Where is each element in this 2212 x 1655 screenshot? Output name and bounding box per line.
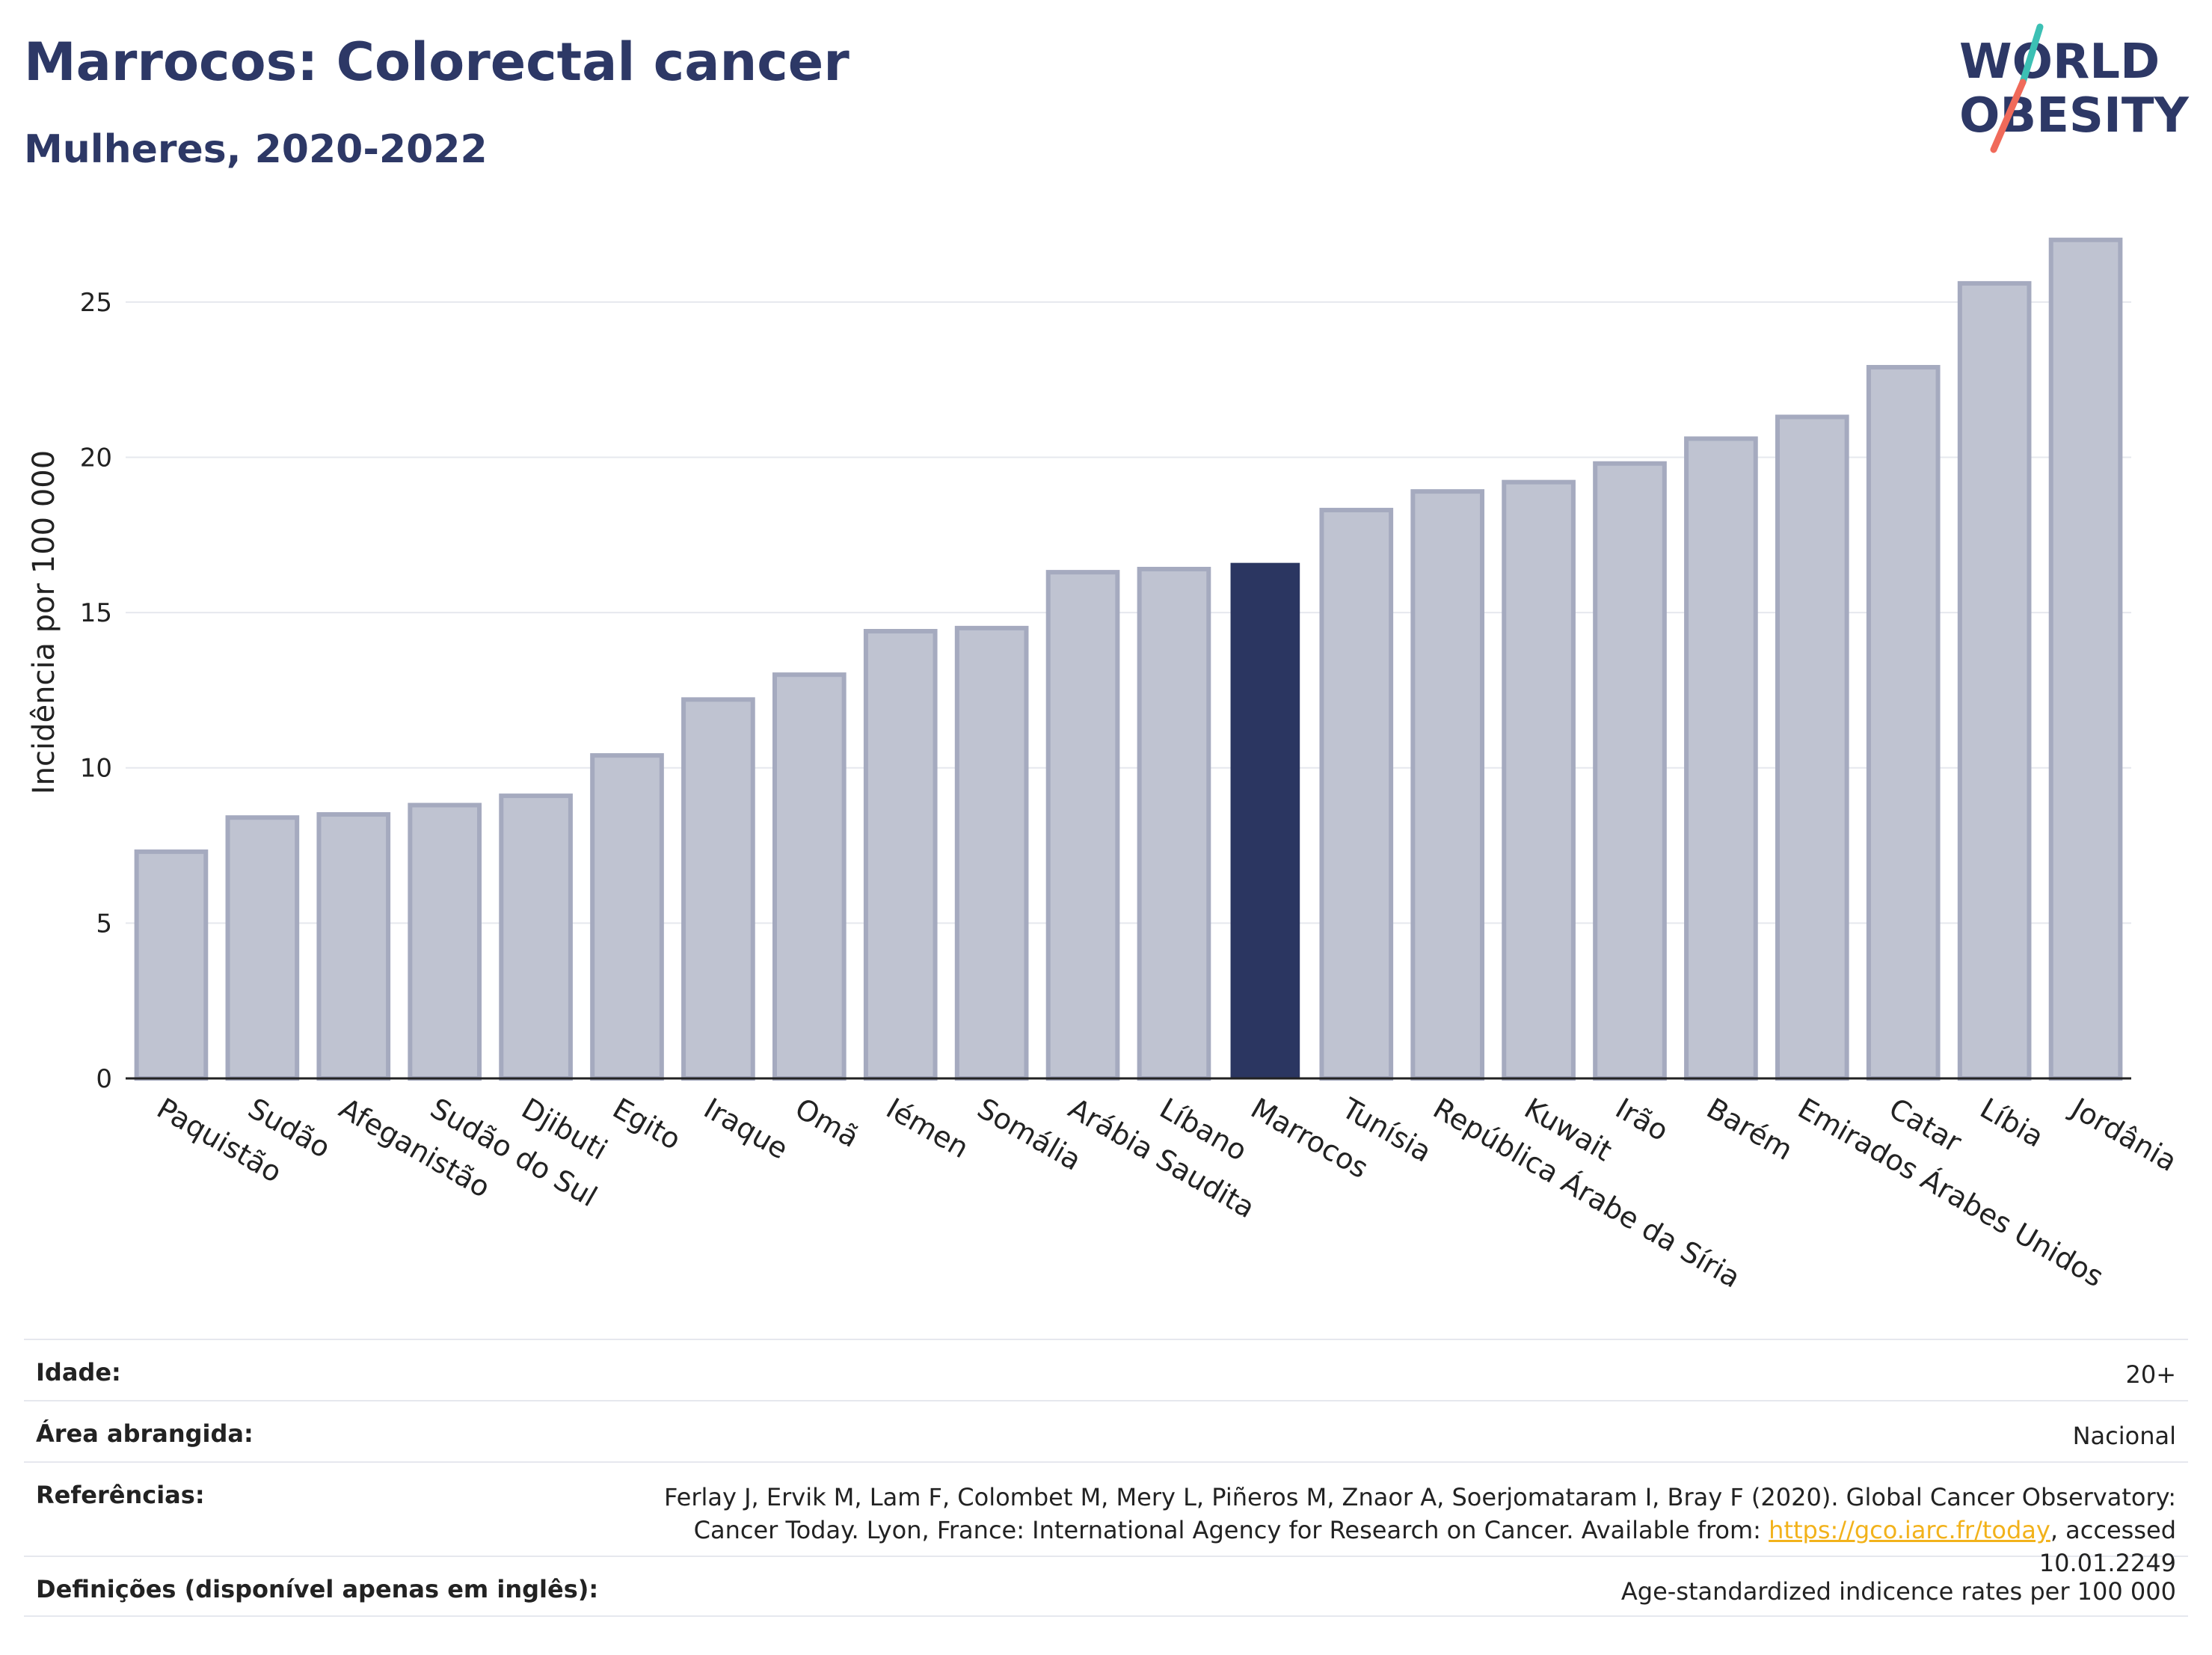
- bar: [1502, 479, 1576, 1081]
- y-tick-label: 25: [80, 288, 112, 318]
- info-row-age: Idade: 20+: [24, 1339, 2188, 1400]
- bar: [316, 812, 391, 1081]
- bar: [1775, 414, 1849, 1081]
- bar: [499, 793, 573, 1081]
- logo-word-world: WORLD: [1959, 34, 2160, 90]
- definitions-value: Age-standardized indicence rates per 100…: [1620, 1577, 2176, 1606]
- bar: [681, 697, 755, 1081]
- bar: [772, 672, 847, 1081]
- references-value: Ferlay J, Ervik M, Lam F, Colombet M, Me…: [606, 1481, 2176, 1579]
- info-row-references: Referências: Ferlay J, Ervik M, Lam F, C…: [24, 1461, 2188, 1577]
- bar: [590, 753, 664, 1081]
- bar: [1045, 570, 1120, 1081]
- x-tick-label: Barém: [1701, 1092, 1798, 1167]
- y-axis-label: Incidência por 100 000: [27, 450, 61, 794]
- y-tick-label: 0: [96, 1064, 112, 1094]
- references-link[interactable]: https://gco.iarc.fr/today: [1769, 1516, 2050, 1544]
- chart-subtitle: Mulheres, 2020-2022: [24, 127, 488, 172]
- bar: [134, 849, 209, 1081]
- info-table: Idade: 20+ Área abrangida: Nacional Refe…: [24, 1339, 2188, 1617]
- y-tick-label: 20: [80, 443, 112, 473]
- bar: [1230, 562, 1300, 1078]
- x-tick-label: Líbia: [1975, 1092, 2050, 1154]
- bar: [2048, 237, 2123, 1081]
- bar: [1866, 365, 1941, 1081]
- info-row-area: Área abrangida: Nacional: [24, 1400, 2188, 1461]
- bar: [1410, 489, 1485, 1081]
- logo-slash-coral: [1990, 79, 2027, 153]
- bars: [134, 237, 2123, 1081]
- references-text: Ferlay J, Ervik M, Lam F, Colombet M, Me…: [664, 1483, 2176, 1544]
- bar: [1319, 508, 1394, 1081]
- x-tick-label: Iraque: [698, 1092, 793, 1166]
- y-tick-label: 5: [96, 909, 112, 939]
- bar: [1593, 461, 1667, 1081]
- age-label: Idade:: [36, 1358, 121, 1387]
- bar: [1684, 436, 1758, 1081]
- x-tick-label: Irão: [1610, 1092, 1674, 1148]
- world-obesity-logo: WORLD OBESITY: [1959, 23, 2189, 153]
- bar: [863, 629, 938, 1081]
- bar: [225, 815, 300, 1081]
- bar: [1137, 566, 1211, 1081]
- age-value: 20+: [2125, 1360, 2176, 1389]
- area-value: Nacional: [2072, 1422, 2176, 1450]
- x-tick-label: Jordânia: [2065, 1091, 2183, 1178]
- area-label: Área abrangida:: [36, 1419, 254, 1448]
- x-tick-label: Omã: [790, 1092, 864, 1154]
- definitions-label: Definições (disponível apenas em inglês)…: [36, 1575, 599, 1603]
- y-tick-label: 15: [80, 598, 112, 628]
- bar: [408, 802, 482, 1081]
- x-tick-label: Somália: [972, 1092, 1087, 1177]
- info-row-definitions: Definições (disponível apenas em inglês)…: [24, 1556, 2188, 1617]
- bar-chart: 0510152025PaquistãoSudãoAfeganistãoSudão…: [27, 237, 2183, 1295]
- references-label: Referências:: [36, 1481, 205, 1509]
- bar: [954, 625, 1029, 1081]
- chart-title: Marrocos: Colorectal cancer: [24, 31, 850, 93]
- logo-slash-teal: [2019, 23, 2044, 86]
- references-accessed: , accessed 10.01.2249: [2039, 1516, 2176, 1577]
- y-tick-label: 10: [80, 754, 112, 784]
- bar: [1957, 280, 2032, 1081]
- x-tick-label: Egito: [607, 1092, 686, 1157]
- x-tick-label: Iémen: [881, 1092, 974, 1165]
